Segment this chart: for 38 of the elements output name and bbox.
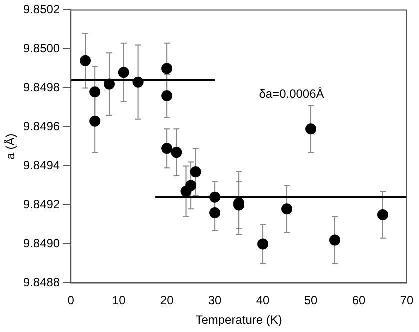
annotation: δa=0.0006Å bbox=[259, 87, 324, 102]
y-tick-label: 9.8496 bbox=[23, 120, 60, 134]
x-tick-label: 20 bbox=[160, 294, 174, 308]
y-tick-label: 9.8498 bbox=[23, 80, 60, 95]
y-tick-label: 9.8502 bbox=[23, 2, 60, 17]
y-tick-label: 9.8490 bbox=[23, 236, 60, 251]
point bbox=[132, 76, 144, 88]
point bbox=[162, 63, 173, 74]
point bbox=[90, 116, 101, 127]
point bbox=[190, 166, 202, 178]
y-tick-label: 9.8494 bbox=[23, 158, 60, 173]
x-tick-label: 40 bbox=[256, 294, 270, 308]
x-tick-label: 60 bbox=[352, 294, 366, 308]
point bbox=[282, 204, 293, 215]
point bbox=[258, 238, 269, 250]
x-tick-label: 10 bbox=[112, 294, 126, 308]
y-tick-label: 9.8500 bbox=[23, 42, 60, 56]
x-tick-label: 0 bbox=[68, 294, 75, 308]
y-tick-label: 9.8492 bbox=[23, 198, 60, 212]
point bbox=[306, 124, 317, 135]
point bbox=[90, 86, 101, 98]
point bbox=[162, 90, 173, 102]
point bbox=[104, 78, 115, 90]
x-tick-label: 70 bbox=[400, 294, 414, 308]
point bbox=[118, 67, 130, 78]
point bbox=[330, 234, 341, 246]
y-tick-label: 9.8488 bbox=[23, 276, 60, 290]
point bbox=[378, 209, 389, 220]
x-axis-title: Temperature (K) bbox=[196, 313, 282, 328]
point bbox=[210, 192, 221, 203]
point bbox=[80, 55, 91, 66]
point bbox=[171, 147, 182, 158]
point bbox=[186, 180, 197, 192]
y-axis-title: a (Å) bbox=[4, 134, 18, 160]
x-tick-label: 50 bbox=[304, 294, 318, 308]
point bbox=[210, 208, 221, 218]
x-tick-label: 30 bbox=[208, 294, 222, 308]
point bbox=[162, 143, 173, 154]
